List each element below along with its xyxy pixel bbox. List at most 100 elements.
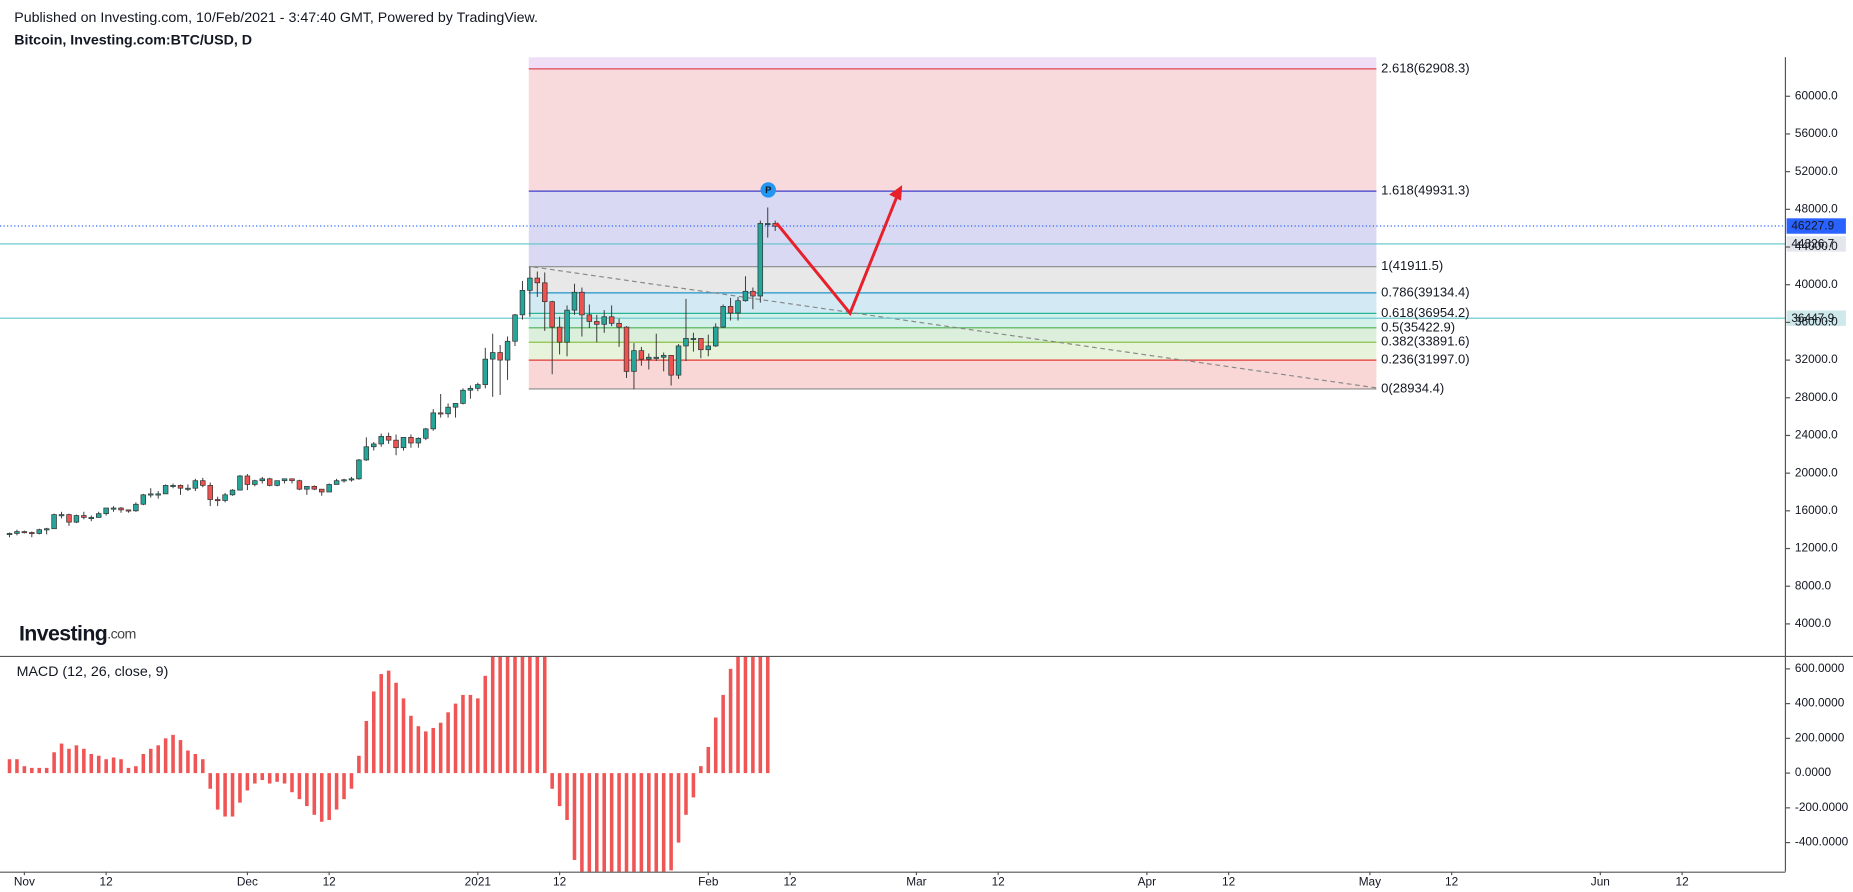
macd-bar — [282, 773, 287, 784]
x-tick-label: 12 — [323, 874, 336, 888]
macd-bar — [624, 773, 629, 872]
candle-body — [482, 358, 488, 385]
macd-bar — [119, 759, 123, 774]
candle-body — [222, 494, 228, 501]
macd-bar — [223, 773, 227, 817]
x-tick-label: Dec — [237, 874, 258, 888]
macd-bar — [409, 715, 413, 774]
candle-body — [155, 493, 161, 496]
candle-body — [118, 507, 124, 511]
candle-body — [705, 345, 712, 351]
x-tick-label: 12 — [992, 874, 1005, 888]
macd-bar — [215, 773, 220, 810]
y-tick-label: 52000.0 — [1795, 164, 1838, 178]
macd-bar — [483, 675, 488, 774]
macd-bar — [594, 773, 599, 872]
candle-body — [192, 480, 199, 489]
candle-body — [467, 387, 474, 391]
macd-bar — [587, 773, 592, 872]
macd-bar — [498, 657, 502, 774]
drawn-arrow — [775, 191, 901, 317]
candle-body — [646, 356, 652, 360]
price-label-box — [1786, 310, 1846, 326]
macd-bar — [661, 773, 666, 872]
candle-body — [185, 487, 191, 490]
candle-body — [170, 485, 176, 487]
candle-body — [400, 436, 407, 449]
y-tick-label: 28000.0 — [1795, 390, 1838, 404]
candle-body — [214, 499, 221, 502]
candle-body — [252, 480, 258, 485]
macd-bar — [319, 773, 324, 822]
y-tick-label: 60000.0 — [1795, 88, 1838, 102]
macd-bar — [416, 726, 421, 774]
candle-body — [125, 509, 132, 512]
macd-bar — [557, 773, 562, 807]
macd-bar — [178, 740, 183, 774]
candle-body — [727, 306, 734, 314]
macd-bar — [297, 773, 302, 800]
candle-body — [385, 436, 392, 441]
trend-line — [533, 266, 1377, 389]
macd-bar — [386, 670, 391, 774]
macd-bar — [290, 773, 294, 793]
macd-bar — [572, 773, 577, 860]
candle-body — [750, 290, 756, 297]
fib-band — [528, 292, 1377, 314]
macd-bar — [528, 657, 532, 774]
macd-bar — [82, 748, 86, 774]
fib-label: 0(28934.4) — [1381, 380, 1444, 395]
candle-body — [475, 384, 481, 389]
y-tick-label: 32000.0 — [1795, 352, 1838, 366]
macd-bar — [171, 734, 175, 774]
candle-body — [542, 282, 548, 303]
macd-bar — [758, 657, 763, 774]
candle-body — [556, 326, 563, 343]
macd-bar — [736, 657, 740, 774]
fib-label: 0.618(36954.2) — [1381, 305, 1469, 320]
macd-bar — [89, 753, 94, 774]
macd-bar — [617, 773, 621, 872]
candle-body — [720, 306, 726, 328]
macd-bar — [647, 773, 651, 872]
candle-body — [341, 479, 347, 482]
macd-bar — [676, 773, 681, 843]
macd-bar — [446, 712, 450, 774]
macd-bar — [156, 745, 160, 774]
candle-body — [378, 436, 384, 445]
candle-body — [393, 439, 399, 449]
macd-bar — [30, 767, 34, 774]
macd-bar — [379, 674, 383, 774]
macd-bar — [765, 657, 770, 774]
macd-bar — [357, 755, 361, 774]
y-tick-label: 48000.0 — [1795, 201, 1838, 215]
candle-body — [296, 480, 303, 490]
macd-bar — [267, 773, 272, 784]
macd-bar — [751, 657, 755, 774]
candle-body — [497, 352, 503, 361]
macd-bar — [37, 767, 42, 774]
macd-bar — [111, 757, 116, 774]
candle-body — [36, 529, 42, 534]
macd-bar — [654, 773, 659, 872]
candle-body — [81, 515, 87, 518]
candle-body — [527, 277, 533, 291]
macd-bar — [699, 766, 703, 774]
candle-body — [698, 338, 704, 351]
candle-body — [742, 290, 749, 302]
x-tick-label: Jun — [1591, 874, 1610, 888]
arrow-head — [889, 185, 903, 201]
candle-body — [371, 443, 377, 448]
macd-bar — [632, 773, 636, 872]
macd-bar — [401, 698, 406, 774]
macd-bar — [59, 743, 64, 774]
macd-tick-label: 0.0000 — [1795, 765, 1832, 779]
candle-body — [51, 514, 57, 530]
macd-bar — [461, 694, 465, 774]
fib-label: 0.5(35422.9) — [1381, 319, 1455, 334]
x-tick-label: Apr — [1138, 874, 1156, 888]
macd-bar — [230, 773, 235, 817]
candle-body — [512, 314, 518, 342]
candle-body — [133, 503, 139, 512]
